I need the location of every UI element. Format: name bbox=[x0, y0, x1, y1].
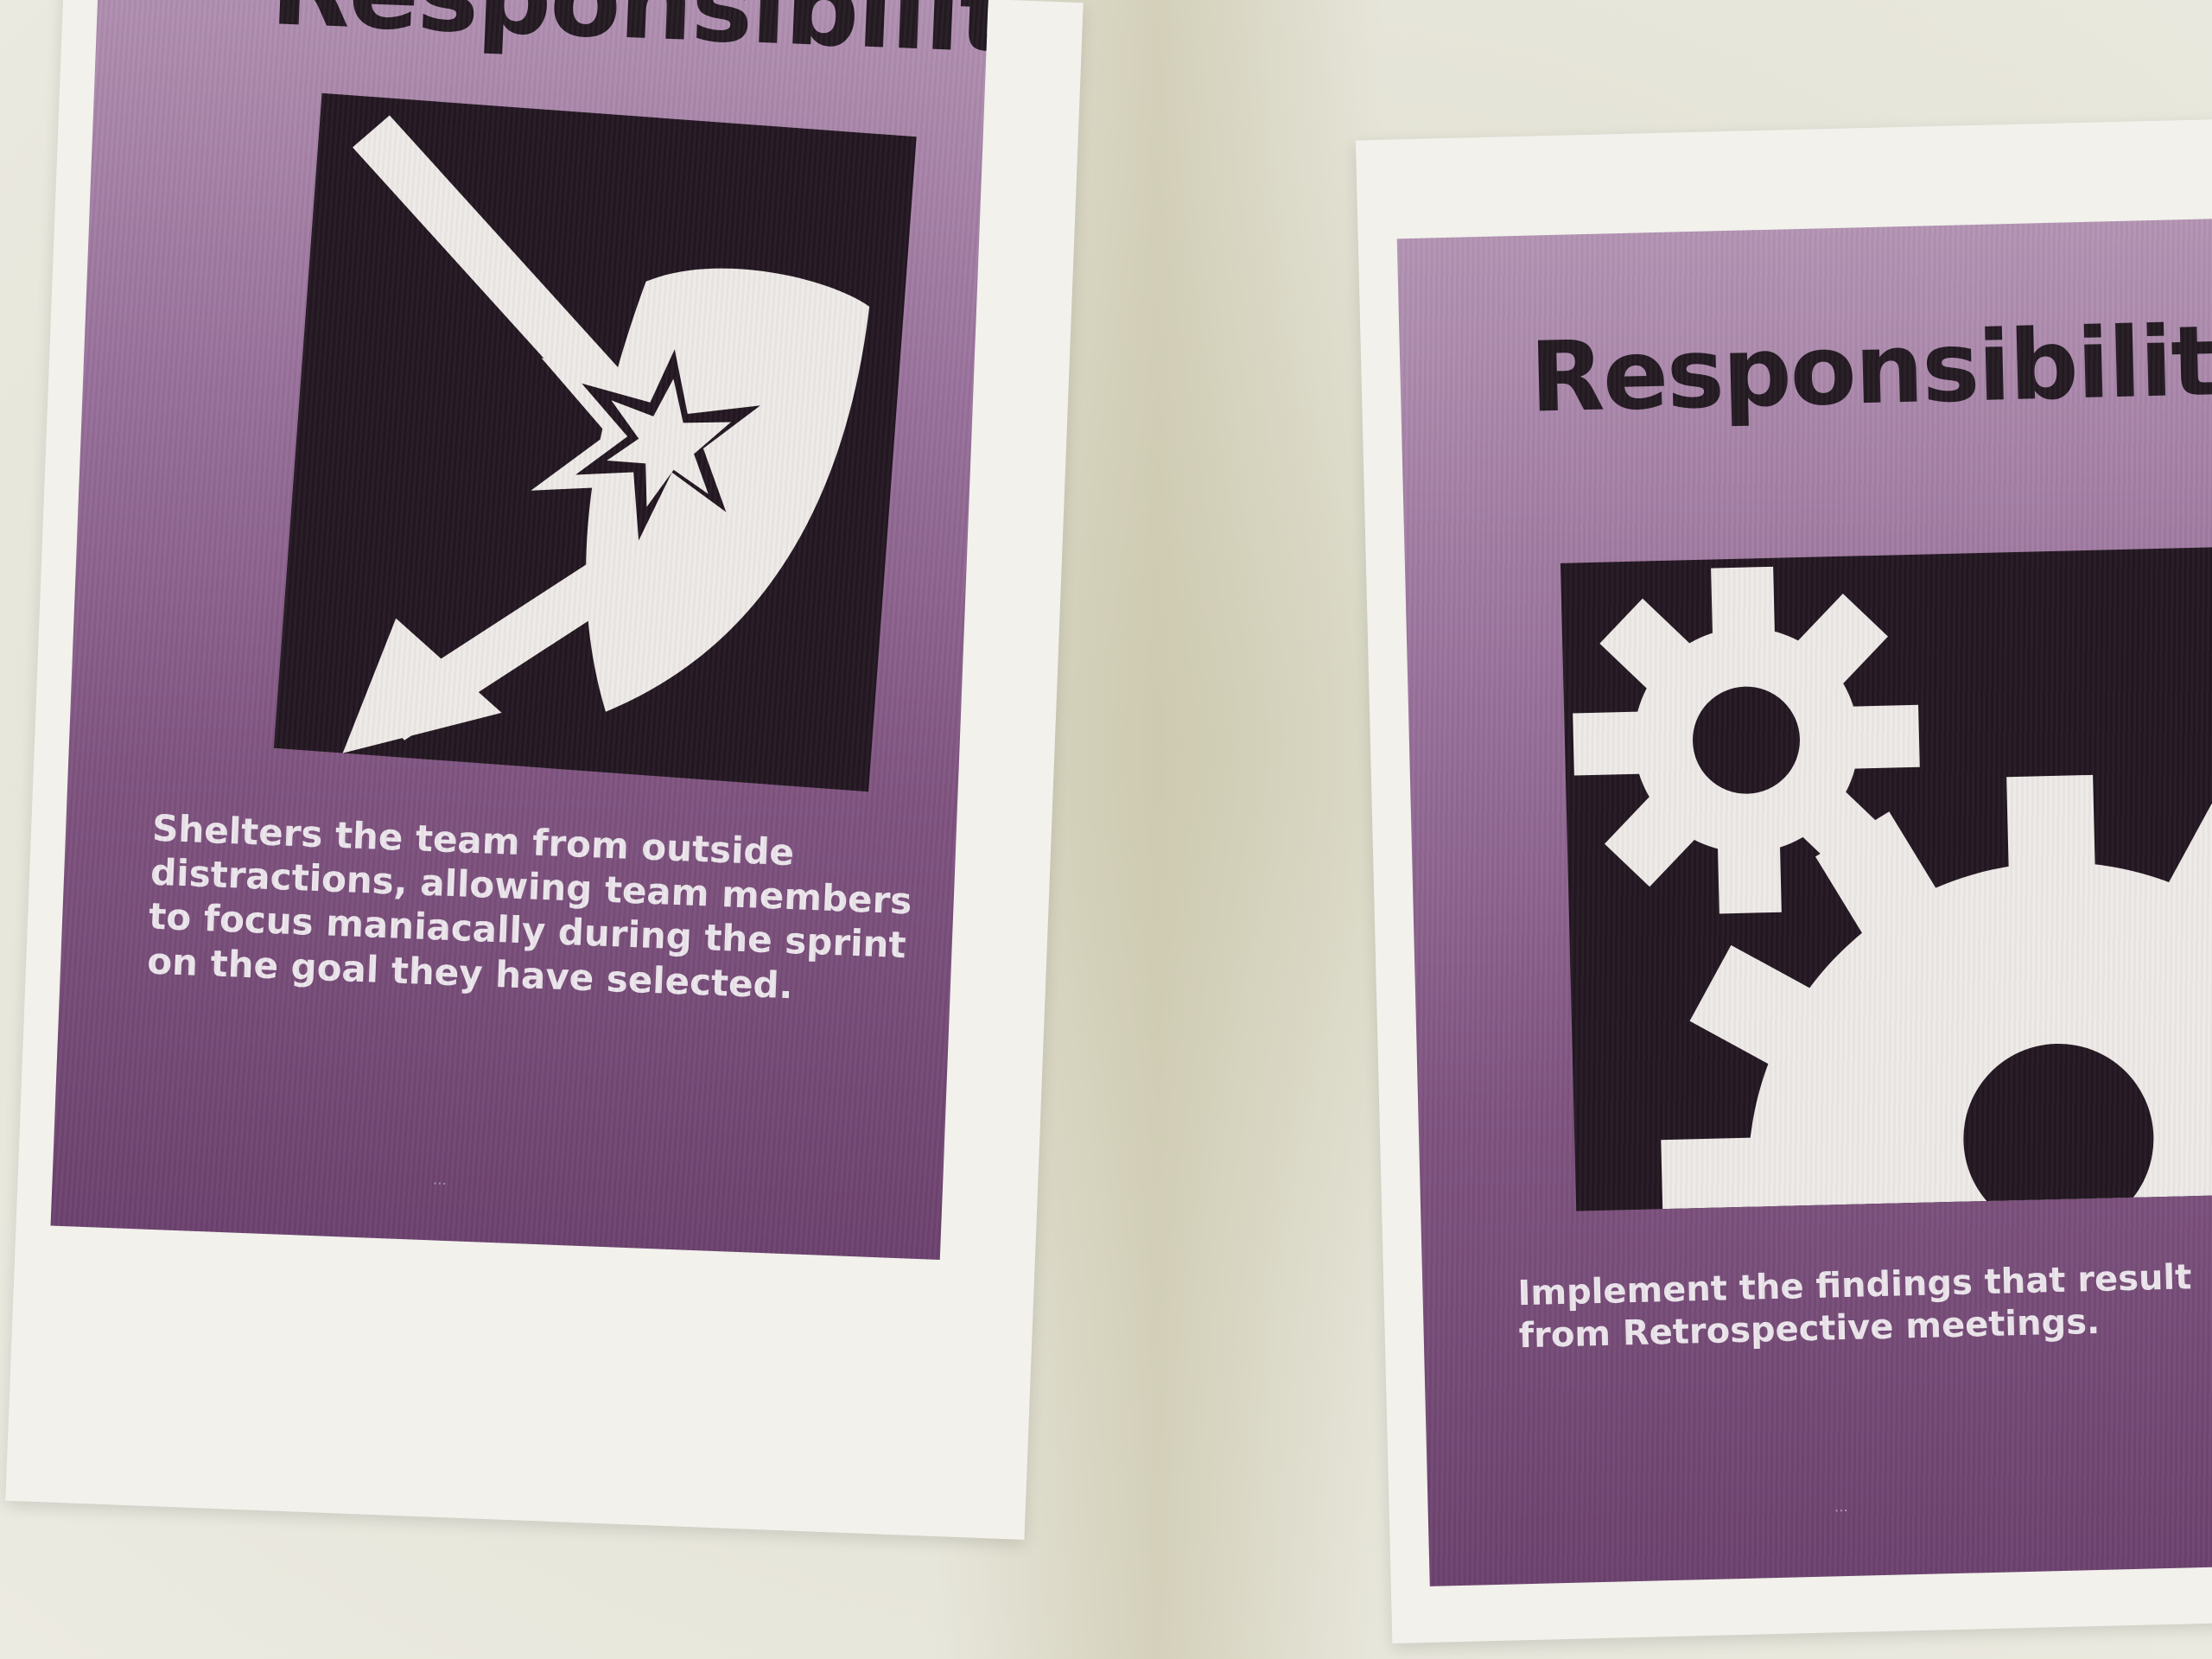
poster-left-footer: … bbox=[432, 1171, 448, 1189]
poster-left: Responsibility Shelters the team from ou… bbox=[50, 0, 990, 1261]
poster-right: Responsibility bbox=[1396, 218, 2212, 1586]
poster-right-description: Implement the findings that result from … bbox=[1516, 1257, 2192, 1357]
gears-icon bbox=[1560, 546, 2212, 1211]
arrow-deflecting-off-shield-icon bbox=[273, 92, 917, 792]
poster-sheet-left: Responsibility Shelters the team from ou… bbox=[5, 0, 1084, 1540]
poster-left-title: Responsibility bbox=[269, 0, 990, 79]
poster-left-description: Shelters the team from outside distracti… bbox=[146, 806, 913, 1007]
poster-right-footer: … bbox=[1834, 1498, 1848, 1516]
poster-right-title: Responsibility bbox=[1529, 303, 2212, 435]
poster-sheet-right: Responsibility bbox=[1355, 119, 2212, 1643]
